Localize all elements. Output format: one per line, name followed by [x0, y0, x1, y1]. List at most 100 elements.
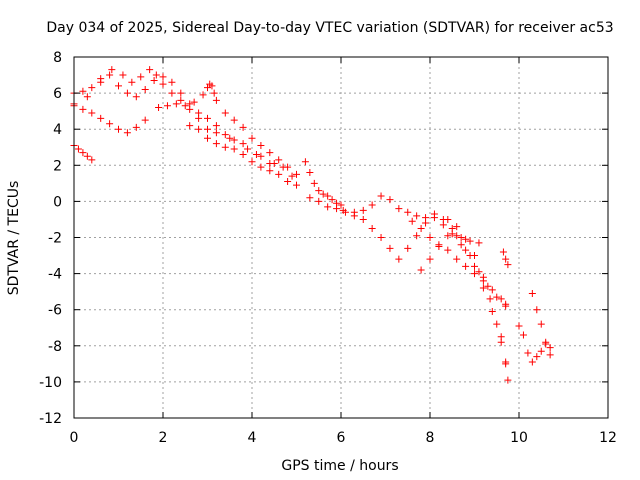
data-point — [208, 82, 216, 90]
data-point — [284, 178, 292, 186]
data-point — [152, 71, 160, 79]
data-point — [123, 89, 131, 97]
data-point — [226, 134, 234, 142]
data-point — [386, 196, 394, 204]
data-point — [324, 192, 332, 200]
chart-title: Day 034 of 2025, Sidereal Day-to-day VTE… — [46, 20, 613, 36]
grid — [74, 57, 608, 418]
data-point — [466, 237, 474, 245]
data-point — [368, 201, 376, 209]
data-point — [435, 243, 443, 251]
data-point — [471, 262, 478, 270]
series-track-11 — [417, 232, 510, 366]
data-point — [123, 129, 131, 137]
data-point — [439, 221, 447, 229]
y-tick-label: -6 — [48, 303, 62, 319]
series-track-5 — [155, 80, 300, 178]
series-track-1 — [70, 66, 296, 180]
data-point — [542, 340, 550, 348]
data-point — [275, 170, 283, 178]
data-point — [204, 114, 211, 122]
series-track-14 — [515, 322, 532, 357]
data-point — [524, 349, 532, 357]
data-point — [195, 125, 203, 133]
data-point — [190, 98, 198, 106]
data-point — [128, 78, 136, 86]
series-track-16 — [528, 340, 554, 366]
x-axis-ticks: 0 2 4 6 8 10 12 — [70, 57, 617, 446]
data-point — [266, 149, 274, 157]
data-point — [350, 208, 358, 216]
data-point — [386, 244, 394, 252]
data-point — [199, 91, 207, 99]
series-track-6 — [186, 122, 300, 189]
data-point — [168, 89, 176, 97]
y-axis-ticks: -12 -10 -8 -6 -4 -2 0 2 4 6 8 — [39, 50, 608, 427]
data-point — [486, 295, 494, 303]
data-point — [479, 284, 487, 292]
data-point — [499, 248, 507, 256]
data-point — [221, 109, 229, 117]
x-tick-label: 10 — [510, 430, 528, 446]
data-point — [493, 320, 501, 328]
data-point — [204, 84, 211, 92]
data-point — [488, 308, 496, 316]
y-tick-label: 6 — [53, 86, 62, 102]
data-point — [163, 102, 171, 110]
data-point — [546, 344, 554, 352]
data-point — [239, 150, 247, 158]
data-point — [88, 109, 96, 117]
data-point — [475, 239, 483, 247]
y-tick-label: 8 — [53, 50, 62, 66]
data-point — [537, 347, 545, 355]
data-point — [408, 217, 416, 225]
data-point — [444, 246, 452, 254]
data-point — [97, 75, 105, 83]
data-point — [132, 93, 140, 101]
data-point — [83, 152, 91, 160]
data-point — [422, 219, 430, 227]
data-point — [221, 143, 229, 151]
data-point — [186, 122, 194, 130]
data-point — [210, 89, 218, 97]
data-point — [453, 223, 461, 231]
x-tick-label: 8 — [426, 430, 435, 446]
y-tick-label: 4 — [53, 122, 62, 138]
data-point — [546, 351, 554, 359]
series-track-9 — [350, 208, 510, 310]
data-point — [257, 141, 265, 149]
data-point — [146, 66, 154, 74]
x-tick-label: 6 — [337, 430, 346, 446]
data-point — [293, 181, 300, 189]
data-point — [519, 331, 527, 339]
data-point — [257, 163, 265, 171]
x-tick-label: 0 — [70, 430, 79, 446]
data-point — [79, 149, 87, 157]
data-point — [497, 338, 505, 346]
data-point — [475, 268, 483, 276]
data-point — [426, 234, 434, 241]
data-point — [252, 150, 260, 158]
data-point — [448, 230, 456, 238]
data-point — [195, 109, 203, 117]
y-tick-label: -4 — [48, 267, 62, 283]
data-point — [528, 289, 536, 297]
data-point — [368, 224, 376, 232]
data-point — [293, 170, 300, 178]
data-point — [306, 169, 314, 177]
data-point — [453, 255, 461, 263]
data-point — [212, 122, 220, 130]
data-point — [426, 255, 434, 263]
data-point — [275, 156, 283, 164]
data-point — [377, 234, 385, 241]
data-point — [257, 152, 265, 160]
data-point — [115, 125, 122, 133]
data-point — [181, 102, 189, 110]
data-point — [341, 208, 349, 216]
x-tick-label: 4 — [248, 430, 257, 446]
data-point — [239, 140, 247, 148]
data-point — [462, 262, 470, 270]
data-point — [221, 131, 229, 139]
data-point — [319, 190, 327, 198]
